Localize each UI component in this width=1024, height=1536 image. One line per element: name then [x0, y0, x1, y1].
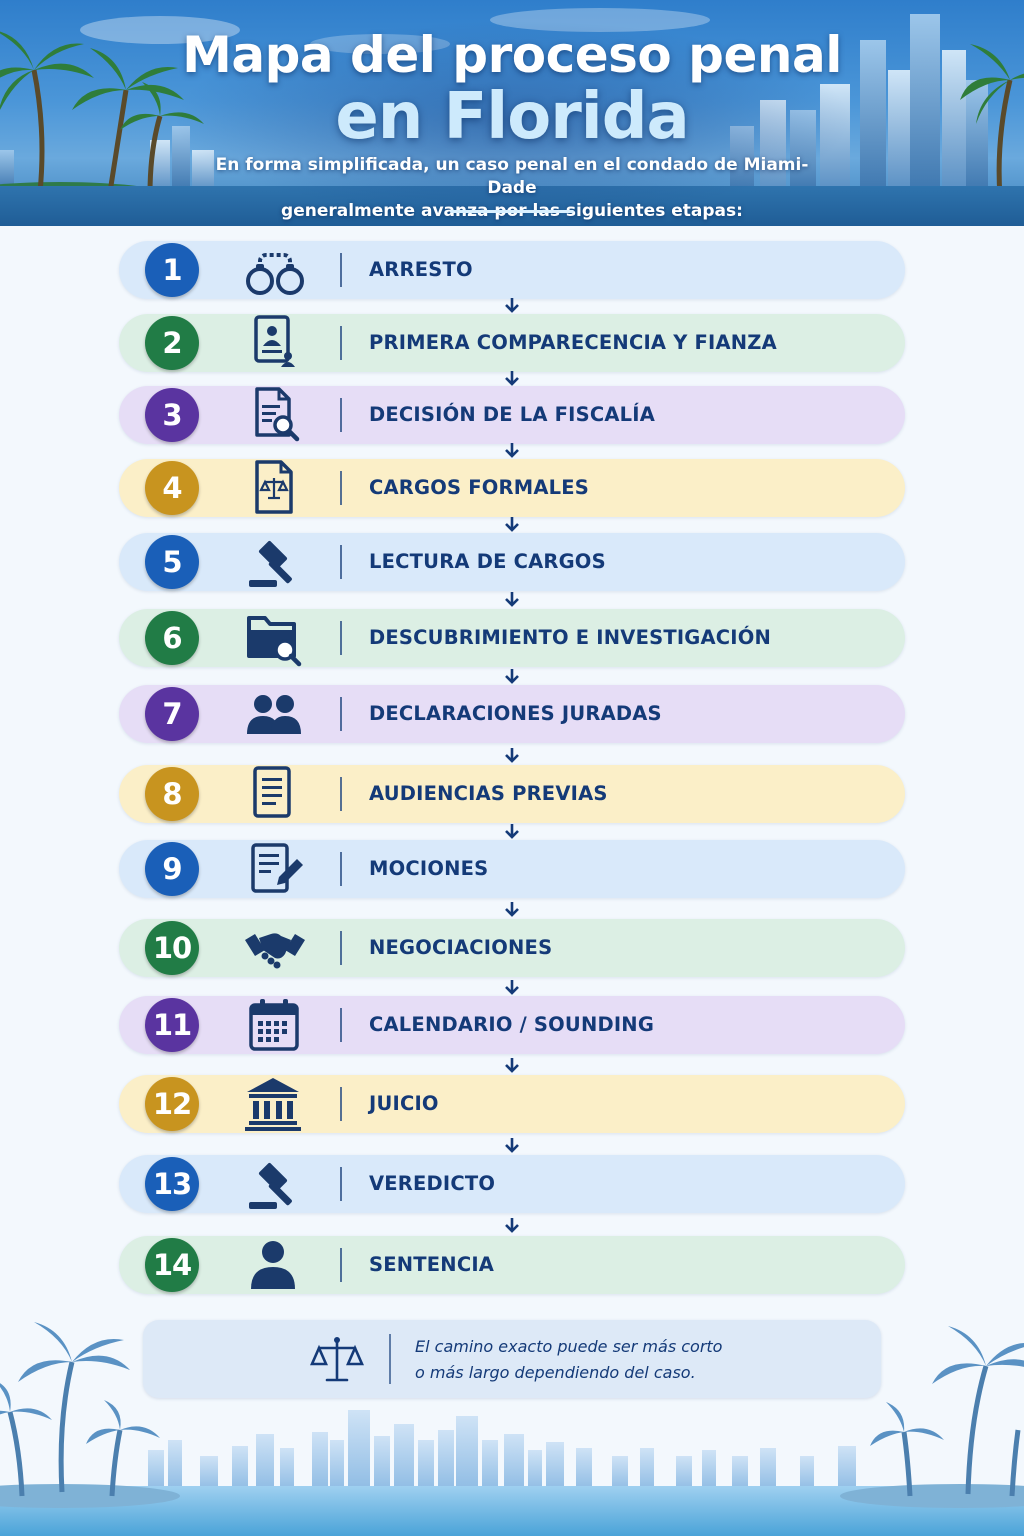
step-label: CARGOS FORMALES — [369, 476, 590, 499]
document-edit-icon — [251, 843, 303, 893]
step-label: ARRESTO — [369, 258, 473, 281]
gavel-icon — [249, 1162, 292, 1209]
step-label: JUICIO — [369, 1092, 439, 1115]
step-number: 13 — [145, 1157, 199, 1211]
step-11: 11 CALENDARIO / SOUNDING — [119, 996, 905, 1054]
down-arrow-icon — [505, 1058, 519, 1073]
step-number: 12 — [145, 1077, 199, 1131]
step-label: CALENDARIO / SOUNDING — [369, 1013, 655, 1036]
down-arrow-icon — [505, 371, 519, 386]
handshake-icon — [245, 933, 305, 969]
process-steps: 1 ARRESTO 2 PRIMERA COMPARECENCIA Y FIAN… — [119, 241, 905, 1294]
legal-document-icon — [255, 460, 293, 514]
down-arrow-icon — [505, 443, 519, 458]
down-arrow-icon — [505, 902, 519, 917]
step-6: 6 DESCUBRIMIENTO E INVESTIGACIÓN — [119, 609, 905, 667]
footer-note-line1: El camino exacto puede ser más corto — [415, 1337, 723, 1356]
down-arrow-icon — [505, 669, 519, 684]
step-1: 1 ARRESTO — [119, 241, 905, 299]
step-number: 1 — [145, 243, 199, 297]
step-8: 8 AUDIENCIAS PREVIAS — [119, 765, 905, 823]
bay-water — [0, 186, 1024, 226]
step-label: PRIMERA COMPARECENCIA Y FIANZA — [369, 331, 777, 354]
footer-skyline-illustration — [0, 1322, 1024, 1536]
id-card-icon — [254, 315, 295, 367]
step-10: 10 NEGOCIACIONES — [119, 919, 905, 977]
step-label: DECISIÓN DE LA FISCALÍA — [369, 403, 656, 426]
step-number: 11 — [145, 998, 199, 1052]
page-title-line1: Mapa del proceso penal — [182, 26, 842, 84]
footer-note: El camino exacto puede ser más corto o m… — [143, 1320, 881, 1398]
step-12: 12 JUICIO — [119, 1075, 905, 1133]
step-number: 5 — [145, 535, 199, 589]
document-search-icon — [255, 387, 300, 442]
step-number: 14 — [145, 1238, 199, 1292]
step-number: 6 — [145, 611, 199, 665]
step-number: 4 — [145, 461, 199, 515]
person-icon — [251, 1241, 295, 1289]
step-label: MOCIONES — [369, 857, 489, 880]
people-icon — [247, 695, 301, 734]
step-number: 9 — [145, 842, 199, 896]
step-3: 3 DECISIÓN DE LA FISCALÍA — [119, 386, 905, 444]
step-label: VEREDICTO — [369, 1172, 496, 1195]
down-arrow-icon — [505, 298, 519, 313]
down-arrow-icon — [505, 980, 519, 995]
header-banner: Mapa del proceso penal en Florida En for… — [0, 0, 1024, 226]
miami-skyline-illustration — [0, 8, 1024, 210]
page-title-line2: en Florida — [335, 80, 689, 154]
folder-search-icon — [247, 616, 302, 667]
step-number: 8 — [145, 767, 199, 821]
step-label: AUDIENCIAS PREVIAS — [369, 782, 608, 805]
footer-note-line2: o más largo dependiendo del caso. — [415, 1363, 696, 1382]
step-9: 9 MOCIONES — [119, 840, 905, 898]
step-label: SENTENCIA — [369, 1253, 495, 1276]
handcuffs-icon — [246, 253, 304, 295]
step-number: 10 — [145, 921, 199, 975]
down-arrow-icon — [505, 1138, 519, 1153]
step-label: DECLARACIONES JURADAS — [369, 702, 662, 725]
step-number: 7 — [145, 687, 199, 741]
courthouse-icon — [245, 1078, 301, 1131]
step-4: 4 CARGOS FORMALES — [119, 459, 905, 517]
document-icon — [253, 766, 291, 818]
step-label: NEGOCIACIONES — [369, 936, 553, 959]
step-label: DESCUBRIMIENTO E INVESTIGACIÓN — [369, 626, 772, 649]
calendar-icon — [249, 999, 299, 1051]
title-underline — [450, 210, 574, 213]
down-arrow-icon — [505, 748, 519, 763]
down-arrow-icon — [505, 517, 519, 532]
step-5: 5 LECTURA DE CARGOS — [119, 533, 905, 591]
subtitle-line1: En forma simplificada, un caso penal en … — [215, 155, 809, 198]
down-arrow-icon — [505, 1218, 519, 1233]
step-number: 2 — [145, 316, 199, 370]
gavel-icon — [249, 540, 292, 587]
down-arrow-icon — [505, 592, 519, 607]
step-2: 2 PRIMERA COMPARECENCIA Y FIANZA — [119, 314, 905, 372]
step-7: 7 DECLARACIONES JURADAS — [119, 685, 905, 743]
step-number: 3 — [145, 388, 199, 442]
scales-icon — [310, 1337, 364, 1382]
step-13: 13 VEREDICTO — [119, 1155, 905, 1213]
step-14: 14 SENTENCIA — [119, 1236, 905, 1294]
down-arrow-icon — [505, 824, 519, 839]
step-label: LECTURA DE CARGOS — [369, 550, 606, 573]
footer-note-text: El camino exacto puede ser más corto o m… — [415, 1334, 855, 1386]
